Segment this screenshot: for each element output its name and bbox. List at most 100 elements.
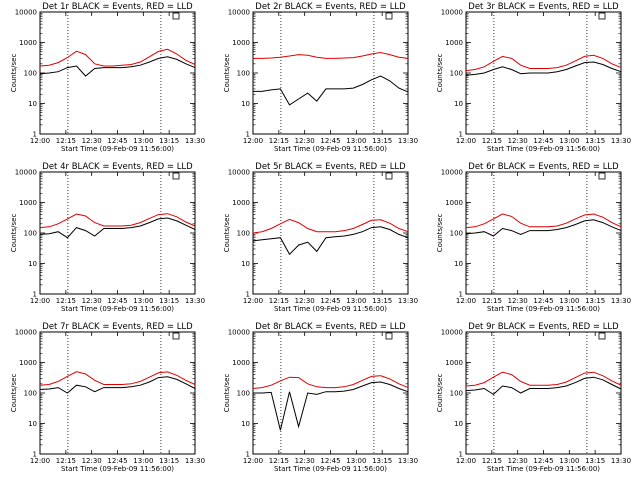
- lld-series-line: [39, 48, 196, 67]
- chart-title: Det 8r BLACK = Events, RED = LLD: [255, 322, 406, 332]
- x-tick-label: 13:15: [585, 137, 605, 145]
- y-tick-label: 1: [246, 451, 250, 459]
- x-tick-label: 12:15: [56, 457, 76, 465]
- y-axis-label: Counts/sec: [436, 374, 444, 413]
- plot-frame: [39, 171, 196, 295]
- y-tick-label: 100: [24, 70, 37, 78]
- lld-series-line: [465, 213, 622, 229]
- x-tick-label: 13:15: [159, 137, 179, 145]
- events-series-line: [253, 381, 409, 431]
- x-tick-label: 13:30: [185, 137, 205, 145]
- y-tick-label: 100: [237, 390, 250, 398]
- x-tick-label: 12:45: [533, 297, 553, 305]
- x-tick-label: 13:30: [398, 457, 418, 465]
- chart-panel-4: Det 4r BLACK = Events, RED = LLD 12:00 12:…: [10, 162, 205, 313]
- chart-panel-1: Det 1r BLACK = Events, RED = LLD 12:00 12:…: [10, 2, 205, 153]
- y-tick-label: 10: [28, 420, 37, 428]
- y-tick-label: 1: [33, 291, 37, 299]
- plot-frame: [39, 11, 196, 135]
- y-tick-label: 100: [24, 230, 37, 238]
- events-series-line: [39, 376, 196, 394]
- x-tick-label: 13:30: [185, 297, 205, 305]
- x-tick-label: 12:00: [30, 137, 50, 145]
- x-tick-label: 12:30: [508, 137, 528, 145]
- x-tick-label: 12:30: [295, 457, 315, 465]
- y-tick-label: 1000: [19, 199, 37, 207]
- chart-title: Det 9r BLACK = Events, RED = LLD: [468, 322, 619, 332]
- y-tick-label: 100: [450, 390, 463, 398]
- y-tick-label: 1000: [445, 199, 463, 207]
- x-tick-label: 12:15: [269, 297, 289, 305]
- x-tick-label: 12:15: [56, 297, 76, 305]
- chart-panel-7: Det 7r BLACK = Events, RED = LLD 12:00 12:…: [10, 322, 205, 473]
- y-tick-label: 10: [241, 260, 250, 268]
- y-tick-label: 10: [454, 420, 463, 428]
- y-axis-label: Counts/sec: [10, 54, 18, 93]
- corner-marker: [172, 332, 180, 340]
- x-tick-label: 12:30: [295, 297, 315, 305]
- events-series-line: [465, 61, 622, 76]
- x-tick-label: 12:00: [243, 297, 263, 305]
- lld-series-line: [39, 213, 196, 229]
- corner-marker: [598, 12, 606, 20]
- x-tick-label: 12:45: [320, 457, 340, 465]
- chart-title: Det 7r BLACK = Events, RED = LLD: [42, 322, 193, 332]
- y-axis-label: Counts/sec: [436, 214, 444, 253]
- chart-title: Det 6r BLACK = Events, RED = LLD: [468, 162, 619, 172]
- y-tick-label: 100: [24, 390, 37, 398]
- events-series-line: [39, 217, 196, 239]
- y-axis-label: Counts/sec: [223, 374, 231, 413]
- y-tick-label: 10000: [15, 329, 37, 337]
- x-tick-label: 13:30: [398, 137, 418, 145]
- chart-panel-6: Det 6r BLACK = Events, RED = LLD 12:00 12:…: [436, 162, 631, 313]
- x-axis-label: Start Time (09-Feb-09 11:56:00): [487, 305, 600, 313]
- corner-marker: [598, 332, 606, 340]
- lld-series-line: [39, 371, 196, 386]
- y-axis-label: Counts/sec: [10, 374, 18, 413]
- x-tick-label: 13:00: [346, 137, 366, 145]
- lld-series-line: [465, 54, 622, 72]
- x-tick-label: 13:15: [585, 457, 605, 465]
- events-series-line: [465, 376, 622, 396]
- y-tick-label: 1: [459, 291, 463, 299]
- plot-frame: [465, 331, 622, 455]
- events-series-line: [39, 56, 196, 77]
- x-tick-label: 12:15: [482, 457, 502, 465]
- y-tick-label: 1000: [232, 359, 250, 367]
- x-tick-label: 13:15: [159, 457, 179, 465]
- chart-panel-5: Det 5r BLACK = Events, RED = LLD 12:00 12:…: [223, 162, 418, 313]
- y-tick-label: 1000: [445, 39, 463, 47]
- x-tick-label: 13:00: [346, 297, 366, 305]
- x-axis-label: Start Time (09-Feb-09 11:56:00): [61, 305, 174, 313]
- x-tick-label: 12:30: [295, 137, 315, 145]
- y-tick-label: 1: [33, 451, 37, 459]
- y-tick-label: 10: [28, 260, 37, 268]
- x-axis-label: Start Time (09-Feb-09 11:56:00): [61, 145, 174, 153]
- chart-panel-2: Det 2r BLACK = Events, RED = LLD 12:00 12:…: [223, 2, 418, 153]
- x-axis-label: Start Time (09-Feb-09 11:56:00): [274, 465, 387, 473]
- x-tick-label: 13:00: [559, 137, 579, 145]
- corner-marker: [385, 12, 393, 20]
- x-tick-label: 12:00: [243, 137, 263, 145]
- x-axis-label: Start Time (09-Feb-09 11:56:00): [61, 465, 174, 473]
- y-tick-label: 1000: [19, 39, 37, 47]
- lld-series-line: [253, 51, 409, 59]
- y-tick-label: 10000: [441, 329, 463, 337]
- x-tick-label: 13:30: [398, 297, 418, 305]
- y-tick-label: 10000: [228, 329, 250, 337]
- y-tick-label: 10000: [228, 9, 250, 17]
- y-tick-label: 10000: [15, 169, 37, 177]
- chart-title: Det 5r BLACK = Events, RED = LLD: [255, 162, 406, 172]
- x-tick-label: 12:00: [30, 297, 50, 305]
- x-tick-label: 13:00: [133, 137, 153, 145]
- x-tick-label: 13:30: [185, 457, 205, 465]
- y-tick-label: 10000: [441, 9, 463, 17]
- corner-marker: [172, 12, 180, 20]
- lld-series-line: [252, 375, 409, 389]
- x-tick-label: 13:30: [611, 137, 631, 145]
- x-tick-label: 13:15: [372, 297, 392, 305]
- x-tick-label: 12:00: [243, 457, 263, 465]
- x-axis-label: Start Time (09-Feb-09 11:56:00): [487, 465, 600, 473]
- y-axis-label: Counts/sec: [223, 214, 231, 253]
